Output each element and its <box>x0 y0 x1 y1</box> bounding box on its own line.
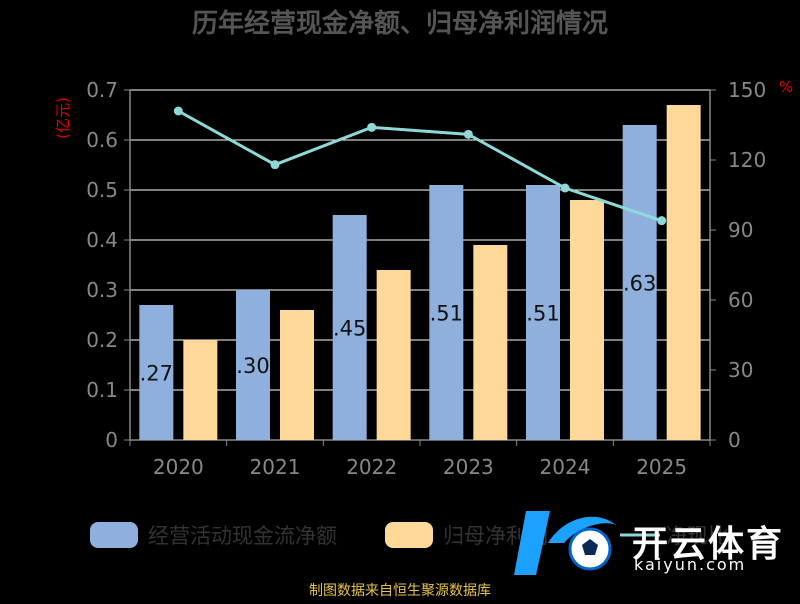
bar-netprofit <box>570 200 604 440</box>
bar-cashflow <box>139 305 174 440</box>
x-tick-label: 2024 <box>540 455 591 479</box>
y-left-tick-label: 0 <box>105 428 118 452</box>
x-tick-label: 2021 <box>250 455 301 479</box>
line-point <box>173 106 183 116</box>
y-right-tick-label: 90 <box>728 218 753 242</box>
y-left-tick-label: 0.6 <box>86 128 118 152</box>
bar-netprofit <box>183 340 218 440</box>
bar-netprofit <box>280 310 314 440</box>
y-right-tick-label: 0 <box>728 428 741 452</box>
line-point <box>560 183 570 193</box>
watermark: 开云体育 kaiyun.com <box>512 503 800 585</box>
y-right-tick-label: 120 <box>728 148 766 172</box>
x-tick-label: 2020 <box>153 455 204 479</box>
y-right-tick-label: 150 <box>728 78 766 102</box>
kaiyun-logo-icon <box>514 511 616 575</box>
data-label: .51 <box>526 302 559 326</box>
y-left-tick-label: 0.7 <box>86 78 118 102</box>
y-left-tick-label: 0.2 <box>86 328 118 352</box>
line-point <box>463 129 473 139</box>
legend-label: 净现比 <box>666 524 729 548</box>
y-right-tick-label: 30 <box>728 358 753 382</box>
line-point <box>270 160 280 170</box>
y-left-tick-label: 0.3 <box>86 278 118 302</box>
y-left-tick-label: 0.5 <box>86 178 118 202</box>
y-left-tick-label: 0.4 <box>86 228 118 252</box>
data-label: .63 <box>623 272 656 296</box>
x-tick-label: 2025 <box>636 455 687 479</box>
bar-cashflow <box>622 125 657 440</box>
bar-netprofit <box>376 270 411 440</box>
y-left-unit: (亿元) <box>54 97 72 139</box>
line-point <box>657 216 667 226</box>
data-label: .30 <box>236 354 269 378</box>
watermark-brand: 开云体育 <box>632 524 785 565</box>
data-label: .45 <box>333 317 366 341</box>
y-right-tick-label: 60 <box>728 288 753 312</box>
legend-swatch <box>90 522 138 548</box>
x-tick-label: 2022 <box>346 455 397 479</box>
source-note: 制图数据来自恒生聚源数据库 <box>309 583 491 599</box>
watermark-url: kaiyun.com <box>634 555 747 574</box>
line-ratio <box>177 109 663 223</box>
data-label: .51 <box>430 302 463 326</box>
y-left-tick-label: 0.1 <box>86 378 118 402</box>
legend-label: 经营活动现金流净额 <box>148 524 337 548</box>
bar-netprofit <box>666 105 701 440</box>
line-point <box>367 122 377 132</box>
bar-cashflow <box>236 290 270 440</box>
x-tick-label: 2023 <box>443 455 494 479</box>
y-right-unit: % <box>779 78 793 96</box>
legend-swatch <box>385 522 433 548</box>
data-label: .27 <box>140 362 173 386</box>
chart-title: 历年经营现金净额、归母净利润情况 <box>192 8 608 39</box>
bar-cashflow <box>526 185 560 440</box>
bar-netprofit <box>473 245 508 440</box>
bar-cashflow <box>429 185 464 440</box>
bar-cashflow <box>332 215 367 440</box>
